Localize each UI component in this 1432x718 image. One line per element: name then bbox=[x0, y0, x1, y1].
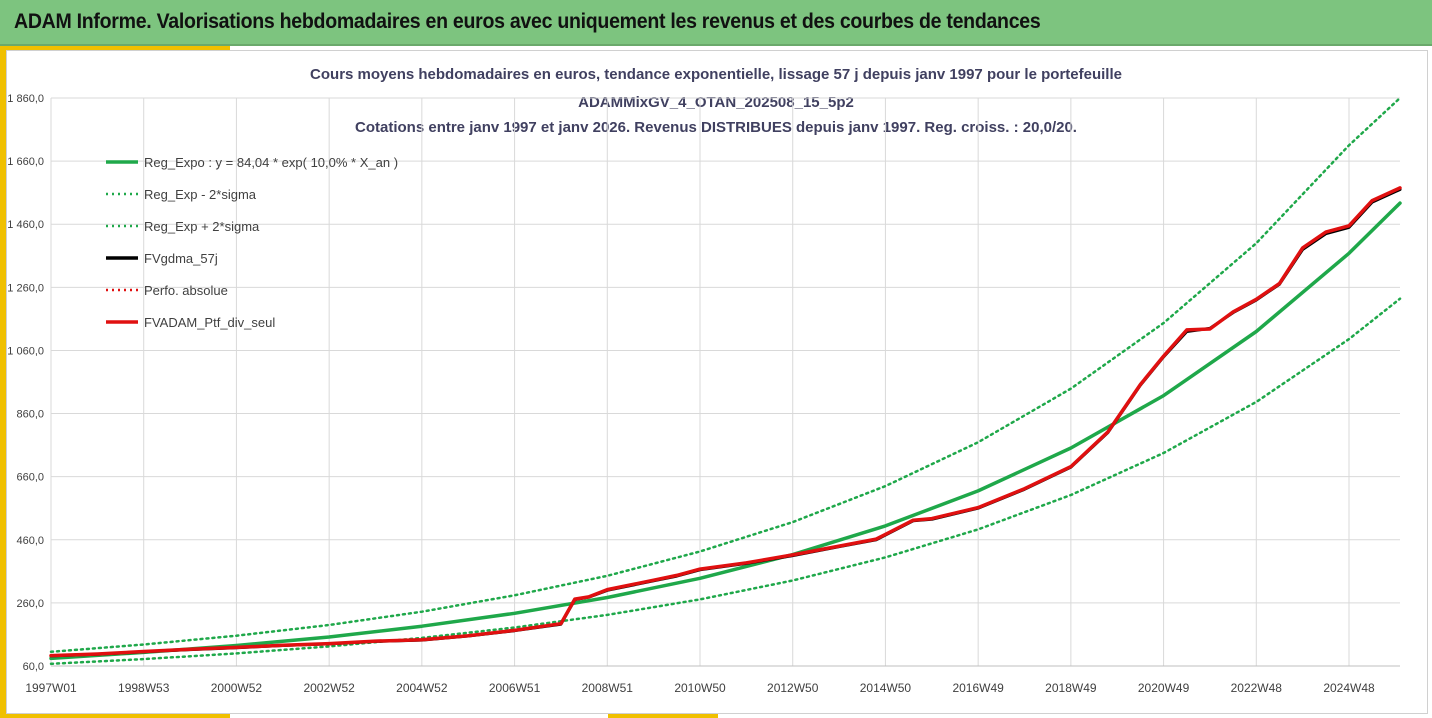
series-line-5 bbox=[49, 186, 1402, 658]
x-tick-label: 2012W50 bbox=[767, 681, 819, 695]
chart-title-line-3: Cotations entre janv 1997 et janv 2026. … bbox=[355, 119, 1077, 136]
chart-title-line-1: Cours moyens hebdomadaires en euros, ten… bbox=[310, 66, 1122, 83]
series-line-1 bbox=[49, 297, 1402, 666]
series-line-3 bbox=[49, 188, 1402, 658]
chart-frame bbox=[6, 50, 1428, 714]
series-line-2 bbox=[49, 96, 1402, 654]
x-tick-label: 2016W49 bbox=[952, 681, 1004, 695]
x-tick-label: 1997W01 bbox=[25, 681, 77, 695]
x-tick-label: 2006W51 bbox=[489, 681, 541, 695]
x-tick-label: 2010W50 bbox=[674, 681, 726, 695]
legend-label: FVgdma_57j bbox=[144, 251, 218, 266]
y-axis-ticks: 1 860,0 1 660,0 1 460,0 1 260,0 1 060,0 860,0… bbox=[7, 93, 44, 673]
accent-bar-top bbox=[0, 46, 230, 50]
accent-bar-bottom-center bbox=[608, 714, 718, 718]
x-tick-label: 2000W52 bbox=[211, 681, 263, 695]
legend: Reg_Expo : y = 84,04 * exp( 10,0% * X_an… bbox=[106, 155, 398, 330]
x-axis-ticks: 1997W01 1998W53 2000W52 2002W52 2004W52 2006W… bbox=[25, 681, 1375, 695]
y-tick-label: 1 260,0 bbox=[7, 282, 44, 294]
series-lines bbox=[49, 96, 1402, 666]
y-tick-label: 860,0 bbox=[16, 409, 44, 421]
x-tick-label: 1998W53 bbox=[118, 681, 170, 695]
x-tick-label: 2002W52 bbox=[303, 681, 355, 695]
x-tick-label: 2020W49 bbox=[1138, 681, 1190, 695]
y-tick-label: 260,0 bbox=[16, 598, 44, 610]
y-tick-label: 60,0 bbox=[23, 661, 44, 673]
legend-label: Reg_Expo : y = 84,04 * exp( 10,0% * X_an… bbox=[144, 155, 398, 170]
accent-bar-left bbox=[0, 46, 6, 718]
x-tick-label: 2022W48 bbox=[1231, 681, 1283, 695]
y-tick-label: 460,0 bbox=[16, 535, 44, 547]
x-tick-label: 2008W51 bbox=[582, 681, 634, 695]
y-tick-label: 1 460,0 bbox=[7, 219, 44, 231]
legend-label: FVADAM_Ptf_div_seul bbox=[144, 315, 275, 330]
x-tick-label: 2004W52 bbox=[396, 681, 448, 695]
y-tick-label: 1 660,0 bbox=[7, 156, 44, 168]
header-banner: ADAM Informe. Valorisations hebdomadaire… bbox=[0, 0, 1432, 46]
x-tick-label: 2018W49 bbox=[1045, 681, 1097, 695]
y-tick-label: 660,0 bbox=[16, 472, 44, 484]
series-line-0 bbox=[49, 201, 1402, 661]
legend-label: Reg_Exp - 2*sigma bbox=[144, 187, 257, 202]
accent-bar-bottom bbox=[0, 714, 230, 718]
x-tick-label: 2014W50 bbox=[860, 681, 912, 695]
report-title: ADAM Informe. Valorisations hebdomadaire… bbox=[14, 10, 1041, 33]
x-tick-label: 2024W48 bbox=[1323, 681, 1375, 695]
y-tick-label: 1 060,0 bbox=[7, 345, 44, 357]
grid bbox=[50, 97, 1400, 667]
legend-label: Perfo. absolue bbox=[144, 283, 228, 298]
legend-label: Reg_Exp + 2*sigma bbox=[144, 219, 260, 234]
y-tick-label: 1 860,0 bbox=[7, 93, 44, 105]
